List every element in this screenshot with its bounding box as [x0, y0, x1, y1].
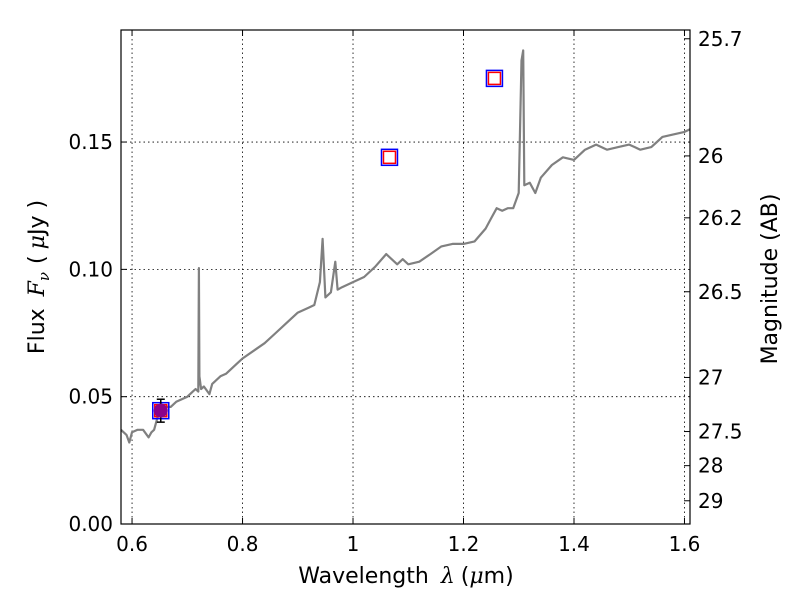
y2-tick-label: 26: [698, 144, 723, 168]
plot-frame: [120, 29, 691, 525]
x-tick-label: 1.2: [448, 532, 480, 556]
x-axis-label: Wavelength λ (μm): [298, 564, 513, 589]
y2-tick-label: 28: [698, 454, 723, 478]
spectrum-line: [120, 49, 691, 444]
y-tick-label: 0.05: [68, 385, 113, 409]
x-axis-symbol: λ: [440, 564, 455, 589]
axis-ticks: 0.6 0.8 1 1.2 1.4 1.6 0.00 0.05 0.10 0.15 25.7 26 26…: [68, 27, 742, 556]
y2-tick-label: 26.5: [698, 280, 743, 304]
y2-tick-label: 27: [698, 365, 723, 389]
y2-axis-label: Magnitude (AB): [758, 194, 783, 365]
x-axis-unit-rest: m): [484, 564, 514, 589]
photometry-square-marker: [487, 71, 502, 86]
y-axis-symbol: F: [25, 280, 50, 297]
plot-series: [120, 49, 691, 444]
x-axis-label-prefix: Wavelength: [298, 564, 429, 589]
x-axis-unit-open: (: [461, 564, 470, 589]
y2-tick-label: 27.5: [698, 420, 743, 444]
y-axis-unit-rest: Jy ): [25, 200, 50, 237]
y-axis-label: Flux Fν ( μJy ): [25, 200, 53, 354]
x-tick-label: 1: [347, 532, 360, 556]
y-axis-label-prefix: Flux: [25, 308, 50, 354]
x-tick-label: 0.8: [227, 532, 259, 556]
y-tick-label: 0.00: [68, 512, 113, 536]
y-axis-unit-open: (: [25, 255, 50, 264]
y2-tick-label: 26.2: [698, 206, 743, 230]
y-axis-unit-mu: μ: [25, 235, 50, 249]
y-axis-subscript: ν: [35, 272, 53, 281]
photometry-square-marker: [485, 69, 504, 88]
x-tick-label: 1.4: [558, 532, 590, 556]
y2-tick-label: 25.7: [698, 27, 743, 51]
x-tick-label: 1.6: [669, 532, 701, 556]
measured-point-circle: [153, 403, 168, 418]
y-tick-label: 0.10: [68, 257, 113, 281]
y-tick-label: 0.15: [68, 130, 113, 154]
x-tick-label: 0.6: [116, 532, 148, 556]
x-axis-unit-mu: μ: [469, 564, 483, 589]
y2-tick-label: 29: [698, 489, 723, 513]
grid-lines: [121, 30, 690, 525]
photometry-square-marker: [382, 150, 397, 165]
photometry-square-marker: [380, 148, 399, 167]
